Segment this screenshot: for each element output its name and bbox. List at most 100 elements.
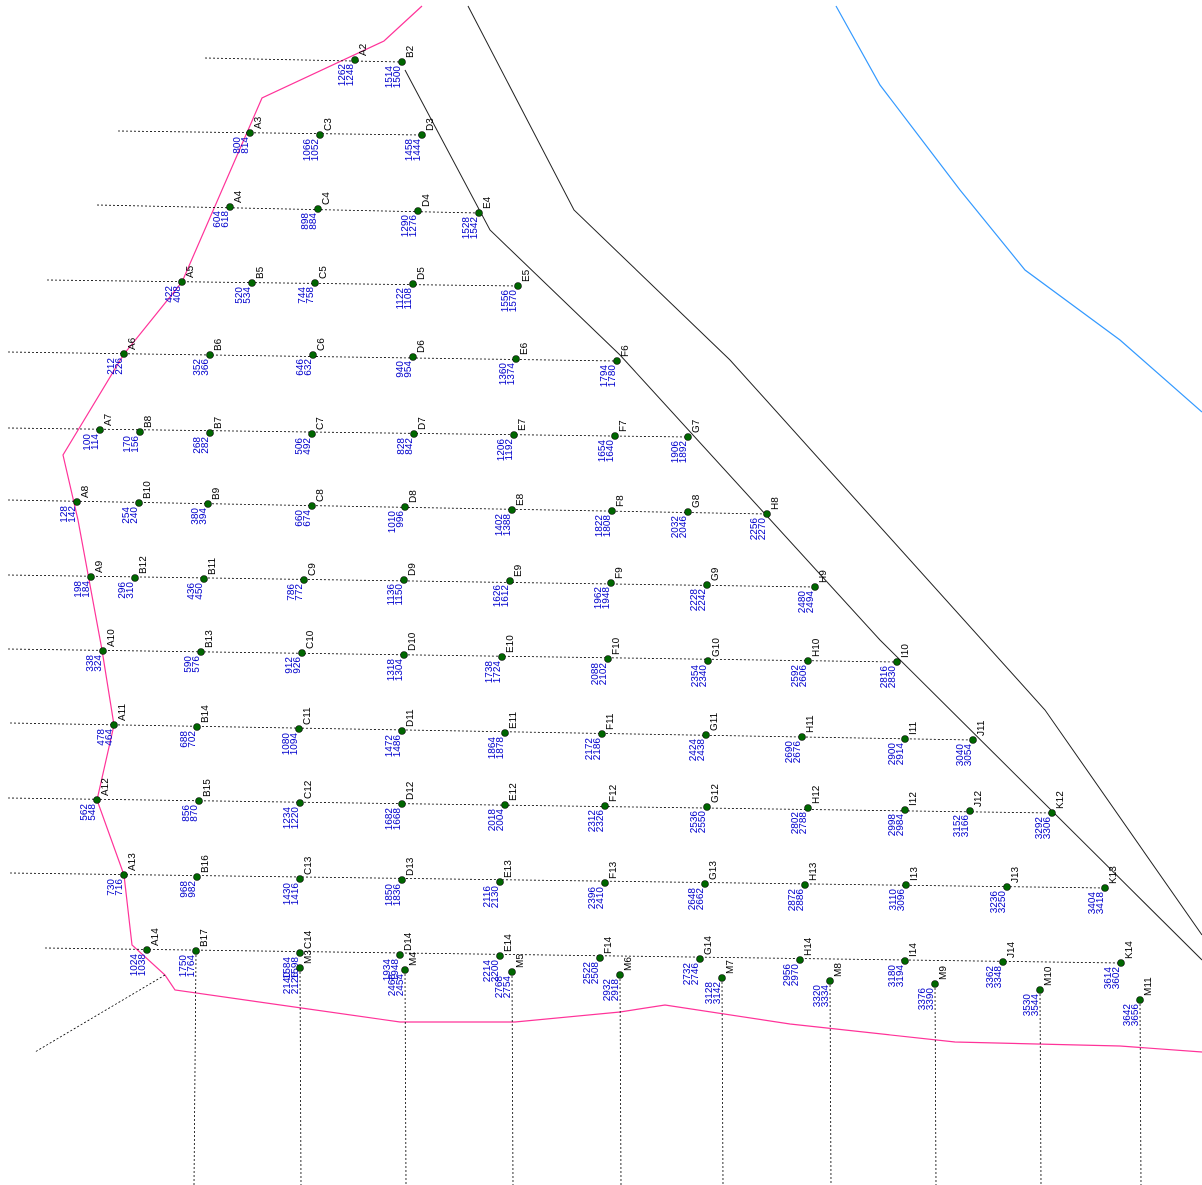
point-value: 492 <box>302 438 313 455</box>
point-value: 2242 <box>697 589 708 612</box>
survey-point <box>317 132 324 139</box>
point-label: G13 <box>708 861 719 880</box>
point-label: F6 <box>620 345 631 357</box>
point-value: 2550 <box>697 811 708 834</box>
point-value: 842 <box>404 438 415 455</box>
point-value: 926 <box>292 657 303 674</box>
point-label: B14 <box>200 705 211 723</box>
survey-point <box>399 801 406 808</box>
point-value: 2102 <box>598 663 609 686</box>
point-label: F9 <box>614 567 625 579</box>
point-label: H9 <box>818 570 829 583</box>
survey-point <box>805 658 812 665</box>
survey-point <box>802 882 809 889</box>
survey-point <box>132 575 139 582</box>
point-value: 3054 <box>963 744 974 767</box>
point-label: H10 <box>811 638 822 657</box>
point-value: 1486 <box>392 735 403 758</box>
survey-point <box>614 358 621 365</box>
survey-point <box>497 953 504 960</box>
point-value: 1764 <box>186 955 197 978</box>
point-value: 408 <box>172 286 183 303</box>
point-value: 1948 <box>601 587 612 610</box>
survey-point <box>476 210 483 217</box>
survey-point <box>1004 884 1011 891</box>
survey-point <box>799 734 806 741</box>
survey-point <box>1049 810 1056 817</box>
point-label: J13 <box>1010 866 1021 883</box>
point-label: I13 <box>909 867 920 881</box>
survey-line <box>194 951 196 1185</box>
point-label: C9 <box>307 563 318 576</box>
survey-point <box>401 577 408 584</box>
survey-point <box>605 656 612 663</box>
point-value: 632 <box>303 359 314 376</box>
point-value: 2494 <box>805 591 816 614</box>
point-label: A4 <box>233 190 244 203</box>
point-label: D13 <box>405 857 416 876</box>
survey-point <box>702 881 709 888</box>
point-label: B12 <box>138 556 149 574</box>
point-value: 2830 <box>887 666 898 689</box>
survey-point <box>970 737 977 744</box>
point-label: G11 <box>709 712 720 731</box>
survey-point <box>121 872 128 879</box>
survey-point <box>705 658 712 665</box>
survey-point <box>608 580 615 587</box>
survey-map: A212621248B215141500A3800814C310661052D3… <box>0 0 1202 1185</box>
survey-point <box>309 503 316 510</box>
point-value: 1808 <box>602 515 613 538</box>
point-label: B7 <box>213 416 224 429</box>
survey-line <box>8 649 897 662</box>
point-label: C13 <box>303 856 314 875</box>
point-value: 1500 <box>392 66 403 89</box>
point-label: A2 <box>358 43 369 56</box>
survey-point <box>247 130 254 137</box>
point-value: 366 <box>200 359 211 376</box>
point-value: 758 <box>305 287 316 304</box>
point-value: 1038 <box>137 954 148 977</box>
survey-point <box>136 500 143 507</box>
survey-point <box>902 736 909 743</box>
survey-point <box>299 650 306 657</box>
survey-point <box>144 947 151 954</box>
point-value: 2438 <box>696 739 707 762</box>
survey-point <box>207 352 214 359</box>
survey-point <box>812 584 819 591</box>
point-label: J14 <box>1006 941 1017 958</box>
point-label: G14 <box>703 936 714 955</box>
point-label: G7 <box>691 419 702 433</box>
survey-point <box>297 965 304 972</box>
point-value: 1640 <box>605 440 616 463</box>
survey-point <box>312 280 319 287</box>
point-label: E13 <box>503 860 514 878</box>
survey-point <box>309 431 316 438</box>
point-label: M8 <box>833 963 844 977</box>
point-label: E5 <box>521 269 532 282</box>
survey-point <box>902 958 909 965</box>
point-value: 2508 <box>590 962 601 985</box>
survey-point <box>121 351 128 358</box>
point-value: 394 <box>198 508 209 525</box>
point-value: 3250 <box>997 891 1008 914</box>
point-label: C6 <box>316 338 327 351</box>
point-label: E9 <box>513 564 524 577</box>
point-value: 3306 <box>1042 817 1053 840</box>
survey-point <box>399 728 406 735</box>
survey-point <box>94 797 101 804</box>
point-label: A12 <box>100 778 111 796</box>
point-value: 3544 <box>1030 994 1041 1017</box>
point-label: B16 <box>200 855 211 873</box>
point-value: 3348 <box>993 966 1004 989</box>
point-label: F14 <box>603 936 614 954</box>
point-value: 464 <box>104 729 115 746</box>
point-value: 2130 <box>490 886 501 909</box>
point-value: 3602 <box>1111 967 1122 990</box>
survey-point <box>697 956 704 963</box>
survey-point <box>249 280 256 287</box>
point-label: M10 <box>1043 966 1054 986</box>
survey-point <box>179 279 186 286</box>
survey-point <box>399 59 406 66</box>
point-label: C12 <box>303 780 314 799</box>
survey-point <box>499 654 506 661</box>
